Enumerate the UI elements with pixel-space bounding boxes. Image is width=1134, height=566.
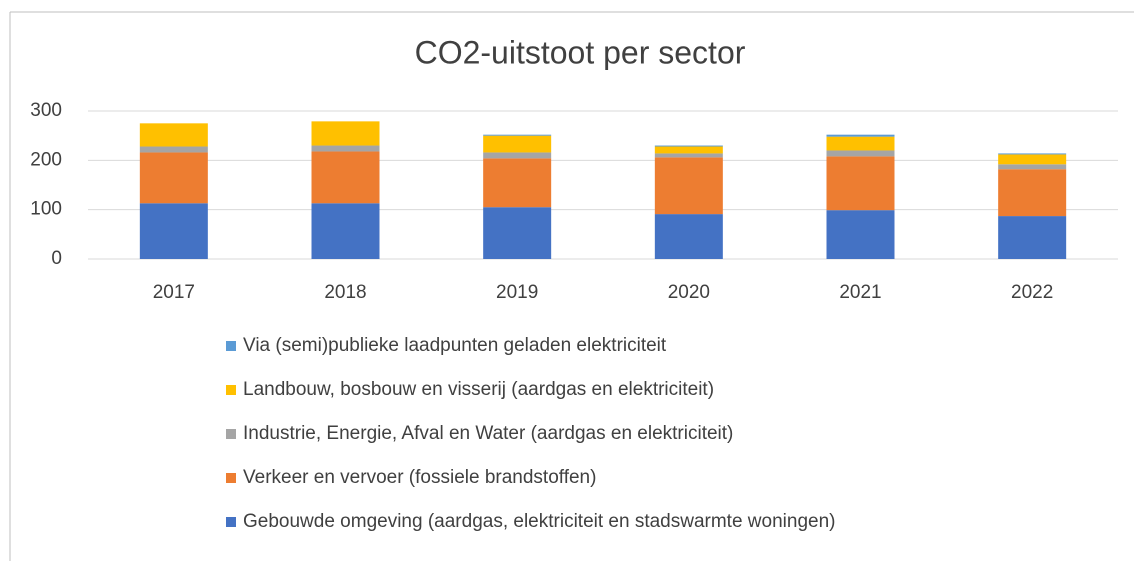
bar-segment: [998, 164, 1067, 170]
legend-swatch: [226, 517, 236, 527]
bar-segment: [311, 151, 380, 204]
x-tick-label: 2019: [496, 282, 538, 303]
y-tick-label: 200: [30, 149, 62, 170]
legend-label: Industrie, Energie, Afval en Water (aard…: [243, 423, 733, 444]
bar-segment: [998, 153, 1067, 155]
bar-segment: [654, 146, 723, 154]
bar-segment: [998, 154, 1067, 165]
legend-swatch: [226, 429, 236, 439]
x-tick-label: 2021: [839, 282, 881, 303]
legend-label: Gebouwde omgeving (aardgas, elektricitei…: [243, 511, 835, 532]
bar-segment: [654, 214, 723, 259]
bar-segment: [139, 203, 208, 259]
legend-label: Via (semi)publieke laadpunten geladen el…: [243, 335, 667, 356]
x-tick-label: 2017: [153, 282, 195, 303]
chart-title: CO2-uitstoot per sector: [415, 34, 746, 70]
legend-swatch: [226, 385, 236, 395]
bar-segment: [311, 203, 380, 259]
bar-segment: [139, 146, 208, 153]
legend-label: Verkeer en vervoer (fossiele brandstoffe…: [243, 467, 596, 488]
y-tick-label: 100: [30, 199, 62, 220]
x-tick-label: 2018: [324, 282, 366, 303]
bar-segment: [998, 216, 1067, 259]
bar-segment: [139, 123, 208, 147]
bar-segment: [654, 157, 723, 215]
legend-swatch: [226, 341, 236, 351]
bar-segment: [483, 134, 552, 136]
bar-segment: [311, 121, 380, 146]
bar-segment: [826, 156, 895, 211]
bar-segment: [483, 152, 552, 159]
bar-segment: [654, 145, 723, 147]
bar-segment: [483, 158, 552, 208]
legend-swatch: [226, 473, 236, 483]
bar-segment: [311, 145, 380, 152]
bar-segment: [826, 134, 895, 137]
legend-label: Landbouw, bosbouw en visserij (aardgas e…: [243, 379, 714, 400]
bar-segment: [483, 135, 552, 153]
bar-segment: [998, 169, 1067, 217]
x-tick-label: 2022: [1011, 282, 1053, 303]
x-tick-label: 2020: [668, 282, 710, 303]
bar-segment: [654, 153, 723, 158]
y-tick-label: 0: [51, 248, 62, 269]
bar-segment: [826, 136, 895, 151]
bar-segment: [826, 210, 895, 259]
bar-segment: [483, 207, 552, 259]
y-tick-label: 300: [30, 100, 62, 121]
bar-segment: [139, 152, 208, 204]
bar-segment: [826, 150, 895, 157]
